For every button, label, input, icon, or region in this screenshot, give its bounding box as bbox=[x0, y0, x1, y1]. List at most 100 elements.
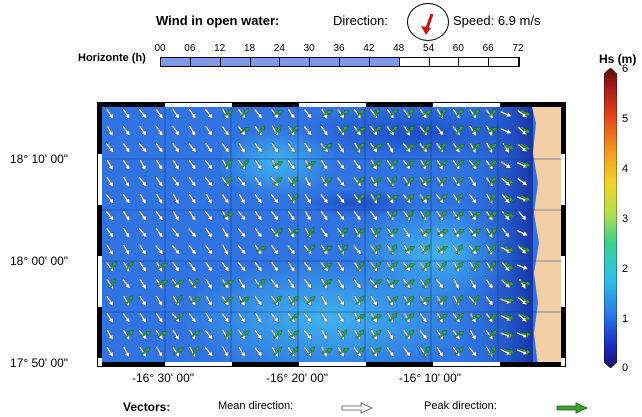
peak-direction-arrow bbox=[339, 227, 348, 237]
peak-direction-arrow bbox=[140, 331, 152, 338]
mean-direction-arrow bbox=[516, 177, 528, 186]
peak-direction-arrow bbox=[387, 195, 399, 202]
horizon-tick-label[interactable]: 12 bbox=[214, 43, 226, 54]
horizon-tick-label[interactable]: 36 bbox=[333, 43, 345, 54]
frame-bar-bottom bbox=[232, 362, 299, 366]
frame-bar-right bbox=[561, 307, 565, 358]
horizon-tick-label[interactable]: 72 bbox=[512, 43, 524, 54]
mean-direction-arrow bbox=[386, 329, 394, 341]
horizon-label: Horizonte (h) bbox=[78, 52, 146, 64]
horizon-tick-label[interactable]: 48 bbox=[393, 43, 405, 54]
horizon-tick-label[interactable]: 66 bbox=[482, 43, 494, 54]
peak-direction-arrow bbox=[504, 261, 514, 270]
mean-direction-arrow bbox=[303, 125, 313, 136]
peak-direction-arrow bbox=[389, 176, 397, 187]
wave-height-map[interactable] bbox=[97, 102, 566, 367]
mean-direction-arrow bbox=[253, 261, 263, 273]
mean-direction-arrow bbox=[270, 244, 279, 256]
peak-direction-arrow bbox=[322, 262, 333, 270]
peak-direction-arrow bbox=[520, 125, 531, 134]
peak-direction-arrow bbox=[422, 244, 431, 255]
peak-direction-arrow bbox=[519, 331, 532, 337]
peak-direction-arrow bbox=[371, 126, 382, 135]
mean-direction-arrow bbox=[122, 159, 131, 171]
wave-vectors bbox=[105, 107, 532, 358]
horizon-slider[interactable] bbox=[160, 57, 520, 67]
peak-direction-arrow bbox=[256, 278, 266, 288]
mean-direction-arrow bbox=[138, 227, 148, 238]
peak-direction-arrow bbox=[371, 347, 382, 356]
mean-direction-arrow bbox=[171, 142, 180, 154]
peak-direction-arrow bbox=[290, 176, 298, 187]
frame-bar-top bbox=[165, 103, 232, 107]
mean-direction-arrow bbox=[105, 295, 114, 307]
peak-direction-arrow bbox=[141, 347, 151, 356]
mean-direction-arrow bbox=[253, 295, 263, 307]
mean-direction-arrow bbox=[501, 227, 510, 239]
peak-direction-arrow bbox=[520, 109, 531, 116]
peak-direction-arrow bbox=[354, 127, 367, 133]
mean-direction-arrow bbox=[287, 108, 296, 120]
peak-direction-arrow bbox=[387, 280, 400, 286]
peak-direction-arrow bbox=[404, 246, 416, 253]
mean-direction-arrow bbox=[204, 261, 213, 273]
mean-direction-arrow bbox=[237, 227, 247, 238]
horizon-tick-label[interactable]: 54 bbox=[422, 43, 435, 54]
horizon-tick-label[interactable]: 60 bbox=[452, 43, 464, 54]
peak-direction-arrow bbox=[124, 261, 134, 271]
peak-direction-arrow bbox=[454, 125, 464, 135]
peak-direction-arrow bbox=[519, 245, 531, 252]
peak-direction-arrow bbox=[156, 280, 168, 287]
peak-direction-arrow bbox=[222, 212, 235, 218]
horizon-tick-label[interactable]: 30 bbox=[303, 43, 315, 54]
wind-direction-compass bbox=[407, 3, 449, 41]
mean-direction-arrow bbox=[303, 329, 313, 340]
horizon-tick-mark bbox=[219, 57, 221, 67]
peak-direction-arrow bbox=[453, 144, 465, 151]
mean-direction-arrow bbox=[254, 159, 263, 171]
mean-direction-arrow bbox=[320, 210, 329, 222]
mean-direction-arrow bbox=[155, 312, 164, 324]
colorbar bbox=[603, 67, 618, 369]
peak-direction-arrow bbox=[224, 329, 233, 340]
mean-direction-arrow bbox=[171, 261, 180, 273]
peak-direction-arrow bbox=[388, 228, 399, 236]
peak-direction-arrow bbox=[321, 348, 333, 355]
peak-direction-arrow bbox=[190, 330, 201, 339]
mean-direction-arrow bbox=[320, 159, 328, 171]
mean-direction-arrow bbox=[138, 295, 147, 307]
mean-direction-arrow bbox=[121, 278, 131, 290]
peak-direction-arrow bbox=[438, 210, 447, 221]
frame-bar-left bbox=[98, 154, 102, 205]
mean-direction-arrow bbox=[270, 210, 279, 222]
horizon-tick-label[interactable]: 24 bbox=[273, 43, 285, 54]
peak-direction-arrow bbox=[175, 294, 183, 306]
horizon-tick-mark bbox=[368, 57, 370, 67]
peak-direction-arrow bbox=[405, 313, 415, 322]
peak-direction-arrow bbox=[156, 331, 168, 338]
mean-direction-arrow bbox=[435, 125, 444, 137]
horizon-tick-label[interactable]: 42 bbox=[363, 43, 375, 54]
mean-direction-arrow bbox=[154, 108, 164, 120]
mean-direction-arrow bbox=[138, 176, 148, 188]
peak-direction-arrow bbox=[371, 144, 383, 151]
peak-direction-arrow bbox=[454, 177, 464, 186]
peak-direction-arrow bbox=[437, 296, 448, 305]
map-frame bbox=[98, 103, 565, 366]
peak-direction-arrow bbox=[404, 194, 415, 203]
mean-direction-arrow bbox=[320, 312, 328, 324]
peak-direction-arrow bbox=[420, 110, 432, 117]
horizon-tick-label[interactable]: 06 bbox=[184, 43, 196, 54]
mean-direction-arrow bbox=[336, 176, 346, 188]
horizon-tick-mark bbox=[189, 57, 191, 67]
mean-direction-arrow bbox=[237, 244, 247, 255]
horizon-tick-label[interactable]: 00 bbox=[154, 43, 166, 54]
peak-direction-arrow bbox=[306, 244, 315, 254]
latitude-label: 18° 10' 00" bbox=[10, 152, 69, 166]
map-canvas bbox=[98, 103, 565, 366]
mean-direction-arrow bbox=[485, 278, 494, 290]
peak-direction-arrow bbox=[388, 159, 398, 169]
peak-direction-arrow bbox=[454, 160, 464, 169]
horizon-tick-label[interactable]: 18 bbox=[243, 43, 256, 54]
peak-direction-arrow bbox=[371, 279, 382, 288]
